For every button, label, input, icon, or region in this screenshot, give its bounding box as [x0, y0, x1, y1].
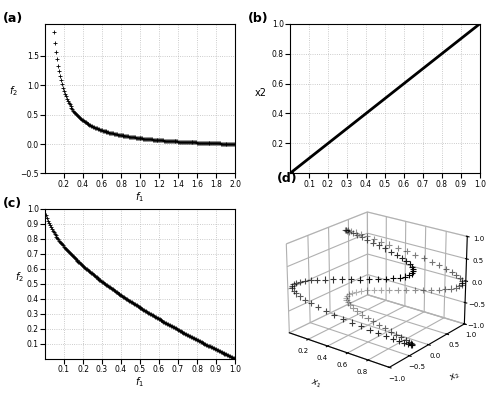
Y-axis label: $f_2$: $f_2$	[15, 270, 24, 284]
X-axis label: $f_1$: $f_1$	[136, 190, 144, 204]
Y-axis label: $x_2$: $x_2$	[448, 369, 462, 383]
Y-axis label: x2: x2	[254, 89, 266, 98]
Text: (a): (a)	[3, 12, 24, 25]
Y-axis label: $f_2$: $f_2$	[9, 85, 18, 98]
X-axis label: $x_1$: $x_1$	[309, 377, 323, 391]
Text: (d): (d)	[276, 172, 297, 185]
X-axis label: $f_1$: $f_1$	[136, 375, 144, 389]
Text: (c): (c)	[3, 197, 22, 210]
X-axis label: x1: x1	[379, 190, 391, 200]
Text: (b): (b)	[248, 12, 269, 25]
